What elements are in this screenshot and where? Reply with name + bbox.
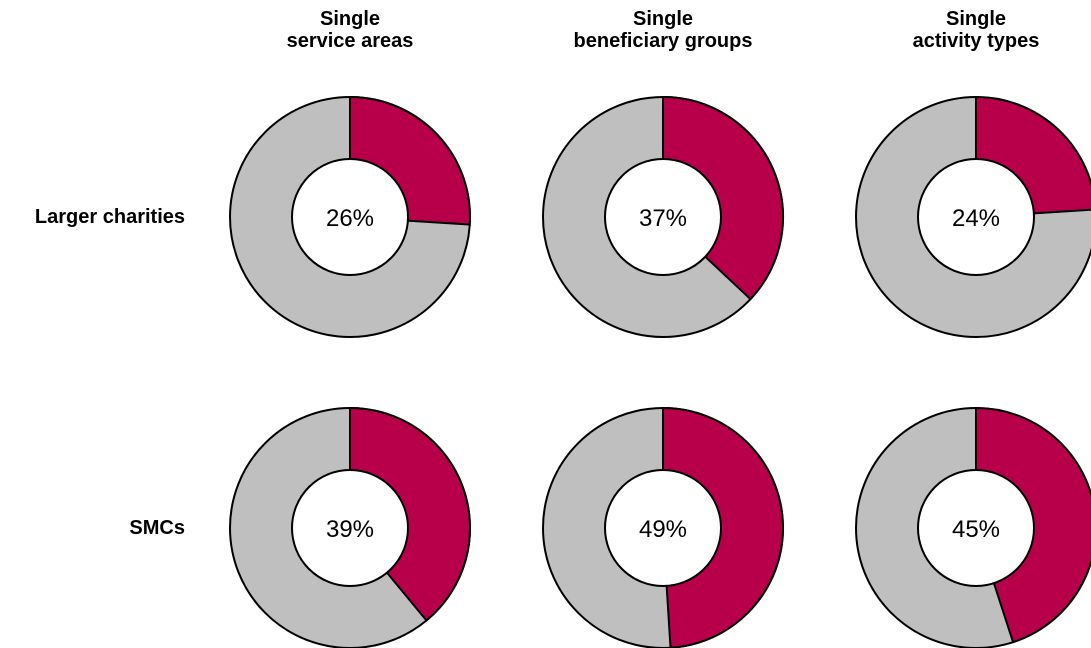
donut-0-1: 37% bbox=[542, 95, 784, 338]
donut-value-label: 24% bbox=[952, 205, 1000, 232]
donut-value-label: 49% bbox=[639, 516, 687, 543]
donut-highlight-slice bbox=[662, 406, 784, 648]
donut-value-label: 45% bbox=[952, 516, 1000, 543]
row-label-smcs: SMCs bbox=[129, 517, 185, 539]
donut-1-2: 45% bbox=[855, 406, 1091, 648]
donut-0-2: 24% bbox=[855, 95, 1091, 338]
donut-center bbox=[604, 158, 722, 276]
column-title-beneficiary-groups: Single beneficiary groups bbox=[573, 8, 753, 52]
donut-center bbox=[917, 158, 1035, 276]
donut-value-label: 37% bbox=[639, 205, 687, 232]
donut-0-0: 26% bbox=[229, 95, 471, 338]
row-label-larger-charities: Larger charities bbox=[34, 206, 185, 228]
donut-1-0: 39% bbox=[229, 406, 471, 648]
donut-highlight-slice bbox=[349, 406, 471, 622]
donut-center bbox=[291, 469, 409, 587]
column-title-activity-types: Single activity types bbox=[912, 8, 1040, 52]
donut-center bbox=[291, 158, 409, 276]
column-title-service-areas: Single service areas bbox=[286, 8, 414, 52]
donut-highlight-slice bbox=[662, 95, 784, 301]
donut-center bbox=[604, 469, 722, 587]
donut-1-1: 49% bbox=[542, 406, 784, 648]
donut-center bbox=[917, 469, 1035, 587]
donut-value-label: 26% bbox=[326, 205, 374, 232]
donut-value-label: 39% bbox=[326, 516, 374, 543]
